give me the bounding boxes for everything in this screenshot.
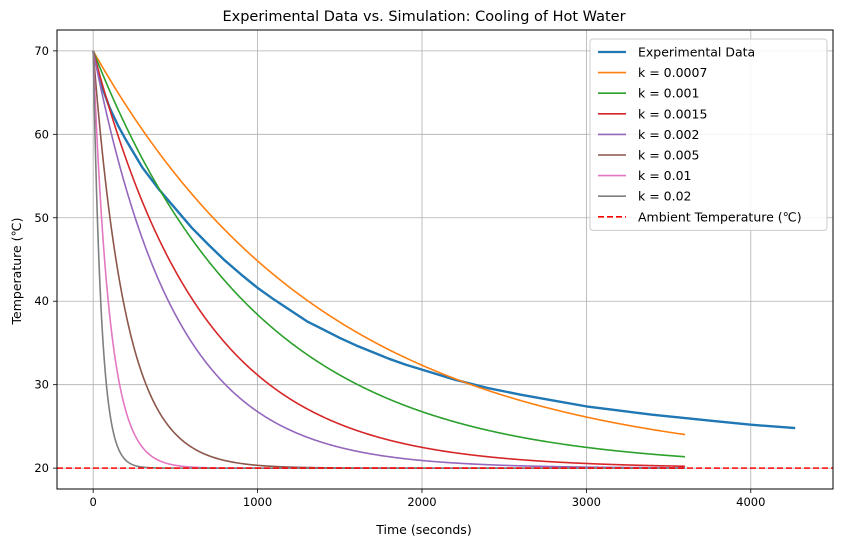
legend-box [589, 38, 828, 231]
chart-title: Experimental Data vs. Simulation: Coolin… [222, 9, 625, 25]
legend-label: Experimental Data [638, 45, 755, 60]
series-line-k-0-002 [92, 50, 686, 469]
legend: Experimental Data k = 0.0007 k = 0.001 k = … [589, 38, 828, 231]
legend-label: k = 0.002 [638, 127, 699, 142]
y-axis-label: Temperature (℃) [9, 218, 24, 326]
y-tick-label: 60 [34, 127, 49, 141]
series-line-experimental-data [92, 50, 796, 430]
series-line-k-0-02 [92, 50, 686, 469]
legend-label: k = 0.001 [638, 86, 699, 101]
x-tick-label: 1000 [243, 495, 272, 509]
legend-label: k = 0.0015 [638, 106, 707, 121]
y-tick-label: 50 [34, 211, 49, 225]
series-line-k-0-001 [92, 50, 686, 458]
legend-label: k = 0.005 [638, 148, 699, 163]
plot-series [57, 50, 833, 469]
x-tick-label: 4000 [736, 495, 765, 509]
legend-label: k = 0.0007 [638, 65, 707, 80]
legend-label: k = 0.02 [638, 189, 692, 204]
axes: 0 1000 2000 3000 4000 20 30 40 50 60 70 [34, 44, 765, 509]
series-line-k-0-0007 [92, 50, 686, 436]
x-tick-label: 3000 [572, 495, 601, 509]
legend-label: Ambient Temperature (℃) [638, 209, 802, 224]
y-tick-label: 20 [34, 461, 49, 475]
x-tick-label: 2000 [407, 495, 436, 509]
plot-frame [56, 29, 834, 490]
x-axis-label: Time (seconds) [375, 522, 471, 537]
y-tick-label: 70 [34, 44, 49, 58]
y-tick-label: 30 [34, 378, 49, 392]
x-tick-label: 0 [90, 495, 97, 509]
y-tick-label: 40 [34, 294, 49, 308]
series-line-k-0-0015 [92, 50, 686, 468]
legend-label: k = 0.01 [638, 168, 692, 183]
